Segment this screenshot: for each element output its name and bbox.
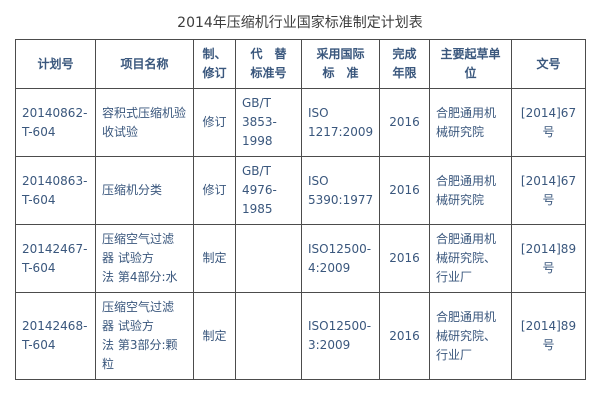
- header-intl-standard: 采用国际 标 准: [301, 39, 380, 89]
- cell-intl-standard: ISO12500- 4:2009: [301, 224, 380, 293]
- cell-type: 修订: [193, 156, 236, 225]
- cell-plan-no: 20142468- T-604: [15, 292, 96, 380]
- header-replaced-standard: 代 替 标准号: [235, 39, 302, 89]
- cell-intl-standard: ISO 1217:2009: [301, 88, 380, 157]
- cell-project-name: 压缩机分类: [95, 156, 194, 225]
- page-title: 2014年压缩机行业国家标准制定计划表: [177, 15, 423, 31]
- cell-replaced-standard: GB/T 4976- 1985: [235, 156, 302, 225]
- cell-completion-year: 2016: [379, 156, 430, 225]
- cell-plan-no: 20140863- T-604: [15, 156, 96, 225]
- cell-type: 制定: [193, 224, 236, 293]
- standards-plan-table: 计划号 项目名称 制、 修订 代 替 标准号 采用国际 标 准 完成 年限 主要…: [15, 39, 586, 380]
- table-row: 20140863- T-604 压缩机分类 修订 GB/T 4976- 1985…: [15, 156, 586, 225]
- cell-type: 制定: [193, 292, 236, 380]
- cell-doc-no: [2014]89号: [511, 224, 586, 293]
- cell-completion-year: 2016: [379, 88, 430, 157]
- cell-intl-standard: ISO 5390:1977: [301, 156, 380, 225]
- cell-replaced-standard: [235, 224, 302, 293]
- cell-replaced-standard: [235, 292, 302, 380]
- cell-drafting-unit: 合肥通用机 械研究院、 行业厂: [429, 224, 512, 293]
- cell-replaced-standard: GB/T 3853- 1998: [235, 88, 302, 157]
- cell-project-name: 容积式压缩机验 收试验: [95, 88, 194, 157]
- table-row: 20142467- T-604 压缩空气过滤 器 试验方 法 第4部分:水 制定…: [15, 224, 586, 293]
- cell-doc-no: [2014]89号: [511, 292, 586, 380]
- cell-completion-year: 2016: [379, 292, 430, 380]
- cell-drafting-unit: 合肥通用机 械研究院: [429, 156, 512, 225]
- header-doc-no: 文号: [511, 39, 586, 89]
- header-drafting-unit: 主要起草单 位: [429, 39, 512, 89]
- cell-drafting-unit: 合肥通用机 械研究院、 行业厂: [429, 292, 512, 380]
- cell-plan-no: 20142467- T-604: [15, 224, 96, 293]
- cell-drafting-unit: 合肥通用机 械研究院: [429, 88, 512, 157]
- cell-project-name: 压缩空气过滤 器 试验方 法 第3部分:颗 粒: [95, 292, 194, 380]
- cell-type: 修订: [193, 88, 236, 157]
- cell-project-name: 压缩空气过滤 器 试验方 法 第4部分:水: [95, 224, 194, 293]
- cell-plan-no: 20140862- T-604: [15, 88, 96, 157]
- header-plan-no: 计划号: [15, 39, 96, 89]
- table-row: 20140862- T-604 容积式压缩机验 收试验 修订 GB/T 3853…: [15, 88, 586, 157]
- header-completion-year: 完成 年限: [379, 39, 430, 89]
- table-row: 20142468- T-604 压缩空气过滤 器 试验方 法 第3部分:颗 粒 …: [15, 292, 586, 380]
- cell-doc-no: [2014]67号: [511, 156, 586, 225]
- table-header-row: 计划号 项目名称 制、 修订 代 替 标准号 采用国际 标 准 完成 年限 主要…: [15, 39, 586, 89]
- header-type: 制、 修订: [193, 39, 236, 89]
- cell-doc-no: [2014]67号: [511, 88, 586, 157]
- header-project-name: 项目名称: [95, 39, 194, 89]
- cell-completion-year: 2016: [379, 224, 430, 293]
- cell-intl-standard: ISO12500- 3:2009: [301, 292, 380, 380]
